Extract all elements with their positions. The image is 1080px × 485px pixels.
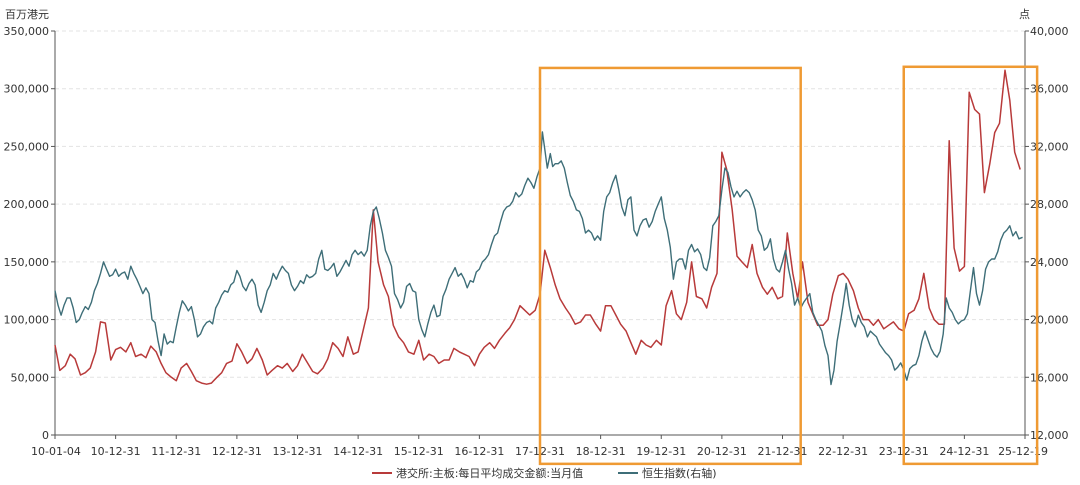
legend-label-hsi: 恒生指数(右轴) (642, 466, 717, 480)
x-tick-label: 22-12-31 (818, 445, 868, 458)
x-tick-label: 18-12-31 (576, 445, 626, 458)
x-tick-label: 24-12-31 (939, 445, 989, 458)
left-tick-label: 0 (42, 429, 49, 442)
series-line-turnover (54, 69, 1021, 385)
x-tick-label: 25-12-19 (998, 445, 1048, 458)
x-tick-label: 12-12-31 (212, 445, 262, 458)
right-tick-label: 28,000 (1030, 198, 1069, 211)
left-tick-label: 200,000 (4, 198, 50, 211)
highlight-boxes (538, 65, 1039, 466)
left-axis-unit: 百万港元 (5, 8, 49, 21)
highlight-box (538, 66, 802, 466)
right-tick-label: 36,000 (1030, 83, 1069, 96)
highlight-box (902, 65, 1039, 466)
right-tick-label: 24,000 (1030, 256, 1069, 269)
left-tick-label: 300,000 (4, 83, 50, 96)
left-tick-label: 350,000 (4, 25, 50, 38)
left-tick-label: 100,000 (4, 314, 50, 327)
right-tick-label: 32,000 (1030, 140, 1069, 153)
left-tick-label: 150,000 (4, 256, 50, 269)
left-y-axis: 0 50,000 100,000 150,000 200,000 250,000 300,0… (4, 25, 56, 442)
x-tick-label: 13-12-31 (273, 445, 323, 458)
left-tick-label: 250,000 (4, 140, 50, 153)
legend-label-turnover: 港交所:主板:每日平均成交金额:当月值 (396, 466, 583, 480)
legend: 港交所:主板:每日平均成交金额:当月值 恒生指数(右轴) (372, 466, 717, 480)
right-tick-label: 12,000 (1030, 429, 1069, 442)
x-tick-label: 19-12-31 (636, 445, 686, 458)
x-tick-label: 21-12-31 (758, 445, 808, 458)
x-tick-label: 15-12-31 (394, 445, 444, 458)
right-tick-label: 16,000 (1030, 371, 1069, 384)
right-tick-label: 40,000 (1030, 25, 1069, 38)
x-tick-label: 20-12-31 (697, 445, 747, 458)
x-tick-label: 14-12-31 (333, 445, 383, 458)
x-tick-label: 10-01-04 (31, 445, 81, 458)
x-tick-label: 16-12-31 (454, 445, 504, 458)
x-axis: 10-01-04 10-12-31 11-12-31 12-12-31 13-12-31… (31, 434, 1048, 458)
right-tick-label: 20,000 (1030, 314, 1069, 327)
x-tick-label: 10-12-31 (91, 445, 141, 458)
left-tick-label: 50,000 (11, 371, 50, 384)
right-axis-unit: 点 (1019, 8, 1030, 21)
right-y-axis: 12,000 16,000 20,000 24,000 28,000 32,000 36,0… (1024, 25, 1069, 442)
x-tick-label: 11-12-31 (151, 445, 201, 458)
